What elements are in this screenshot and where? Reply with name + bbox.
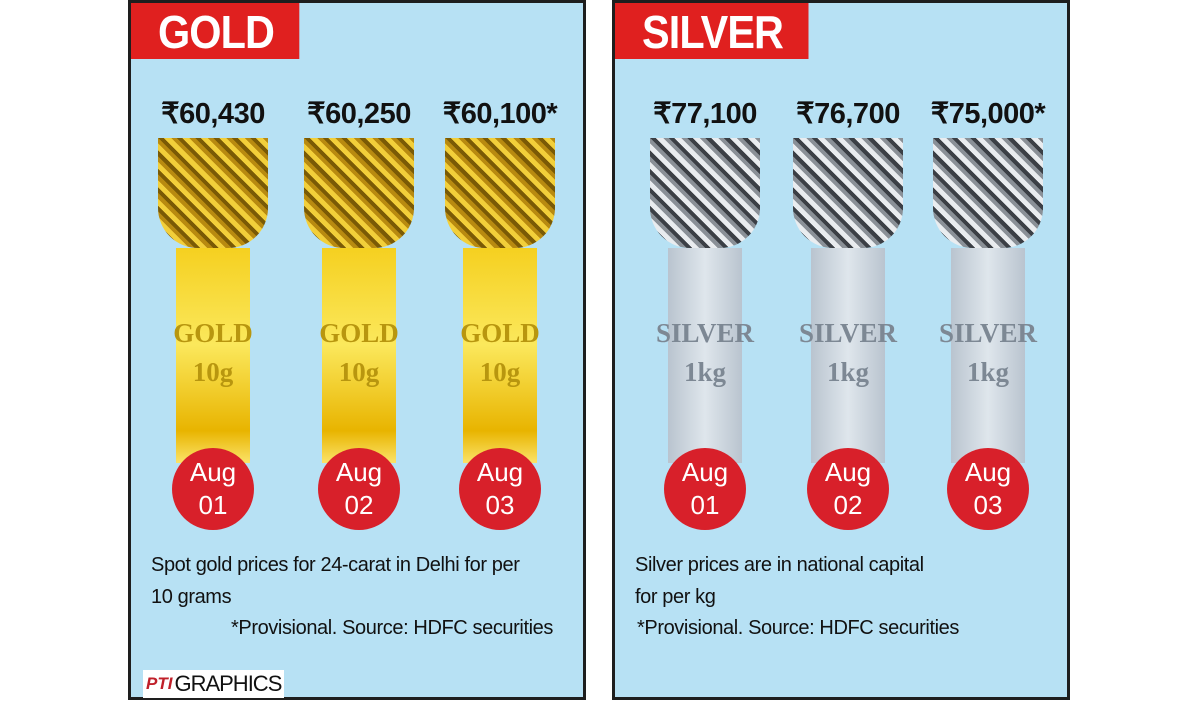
credit-text: GRAPHICS [174, 671, 282, 696]
bar [951, 248, 1025, 463]
ornament [650, 138, 760, 248]
credit-logo: PTI [146, 674, 173, 693]
bar-weight: 1kg [683, 357, 727, 387]
price: ₹60,430 [161, 98, 265, 130]
ornament [933, 138, 1043, 248]
date-badge: Aug 01 [664, 448, 746, 530]
note: Silver prices are in national capital [635, 554, 924, 576]
bar-weight: 1kg [826, 357, 870, 387]
date-month: Aug [824, 457, 872, 487]
date-badge: Aug 02 [807, 448, 889, 530]
date-day: 03 [973, 490, 1003, 520]
date-month: Aug [681, 457, 729, 487]
panel: GOLD ₹60,430 GOLD 10g Aug 01 ₹60,250 GOLD 10g Aug… [128, 0, 586, 700]
bar-weight: 10g [192, 357, 234, 387]
date-day: 03 [485, 490, 515, 520]
footnote: *Provisional. Source: HDFC securities [231, 617, 553, 639]
panel: SILVER ₹77,100 SILVER 1kg Aug 01 ₹76,700 SILVER… [612, 0, 1070, 700]
price: ₹60,100* [442, 98, 558, 130]
bar-weight: 10g [479, 357, 521, 387]
bar-label: SILVER [938, 318, 1038, 348]
date-badge: Aug 03 [459, 448, 541, 530]
price: ₹75,000* [930, 98, 1046, 130]
bar [463, 248, 537, 463]
ornament [304, 138, 414, 248]
bar-label: SILVER [655, 318, 755, 348]
date-month: Aug [189, 457, 237, 487]
footnote: *Provisional. Source: HDFC securities [637, 617, 959, 639]
bar [176, 248, 250, 463]
ornament [445, 138, 555, 248]
date-badge: Aug 01 [172, 448, 254, 530]
date-day: 02 [833, 490, 863, 520]
panel-title: GOLD [131, 3, 300, 59]
date-month: Aug [964, 457, 1012, 487]
note: for per kg [635, 586, 716, 608]
bar-label: GOLD [460, 318, 540, 348]
date-day: 01 [690, 490, 720, 520]
date-day: 02 [344, 490, 374, 520]
price: ₹77,100 [653, 98, 757, 130]
bar-label: GOLD [173, 318, 253, 348]
bar-weight: 10g [338, 357, 380, 387]
date-badge: Aug 02 [318, 448, 400, 530]
price: ₹60,250 [307, 98, 411, 130]
panel-title: SILVER [615, 3, 809, 59]
date-month: Aug [335, 457, 383, 487]
ornament [793, 138, 903, 248]
date-badge: Aug 03 [947, 448, 1029, 530]
note: 10 grams [151, 586, 232, 608]
date-month: Aug [476, 457, 524, 487]
bar [811, 248, 885, 463]
bar [322, 248, 396, 463]
bar-label: SILVER [798, 318, 898, 348]
note: Spot gold prices for 24-carat in Delhi f… [151, 554, 520, 576]
date-day: 01 [198, 490, 228, 520]
bar-weight: 1kg [966, 357, 1010, 387]
credit: PTI GRAPHICS [143, 670, 285, 698]
bar-label: GOLD [319, 318, 399, 348]
price: ₹76,700 [796, 98, 900, 130]
ornament [158, 138, 268, 248]
bar [668, 248, 742, 463]
